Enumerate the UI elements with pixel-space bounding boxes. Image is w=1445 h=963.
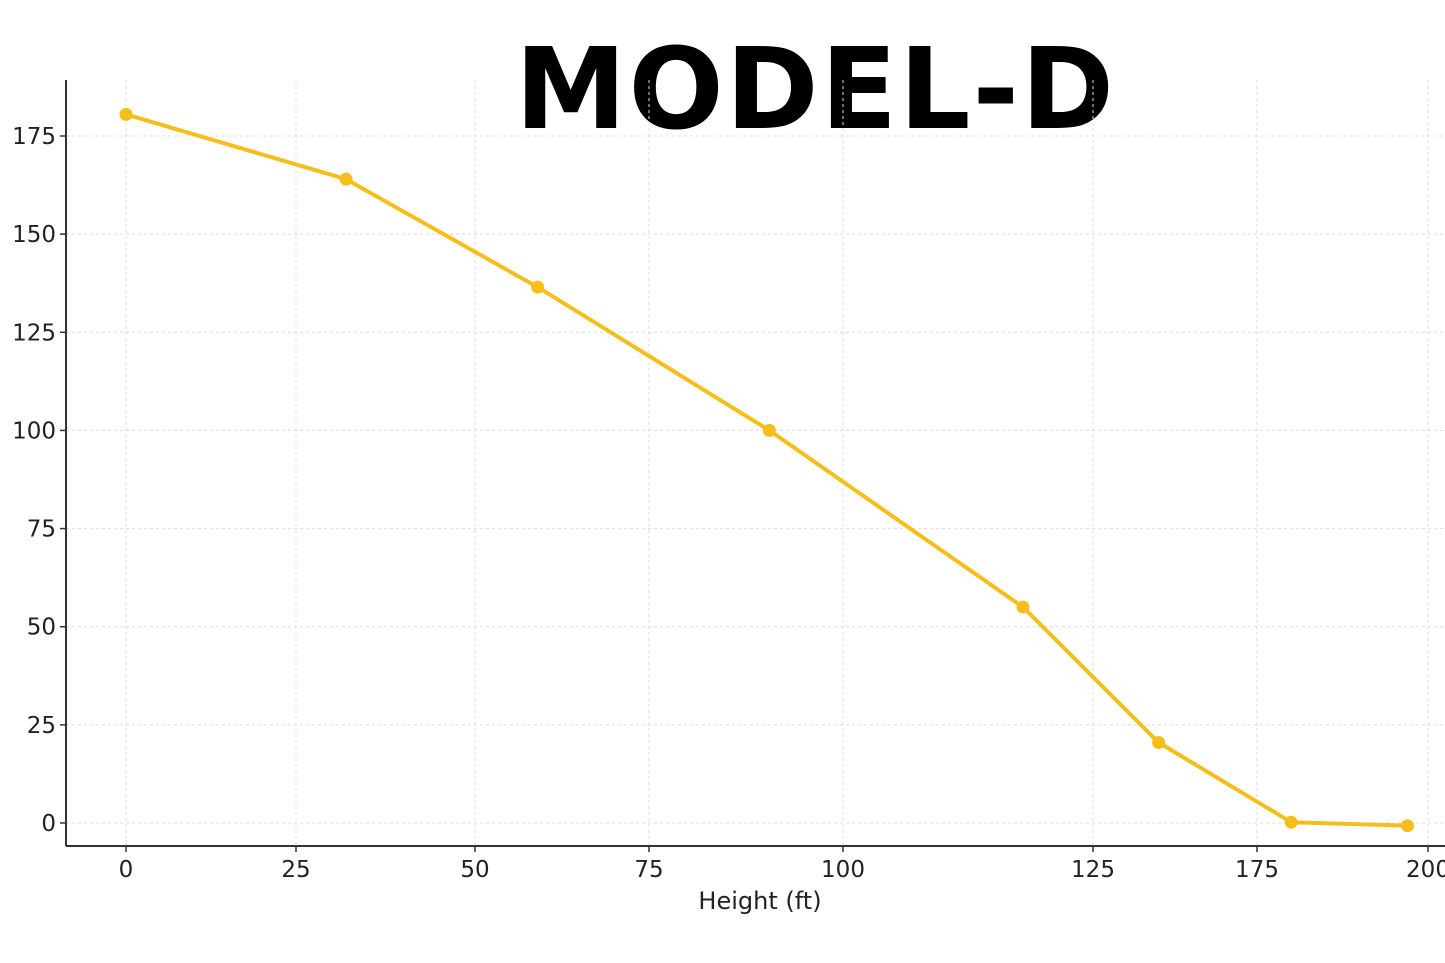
data-point <box>1016 600 1030 614</box>
data-point <box>1400 819 1414 833</box>
x-tick-label: 100 <box>821 857 865 883</box>
x-tick-label: 50 <box>460 857 489 883</box>
x-tick-label: 0 <box>119 857 134 883</box>
x-tick-label: 25 <box>281 857 310 883</box>
x-axis-label: Height (ft) <box>698 887 821 915</box>
data-point <box>531 280 545 294</box>
x-tick-label: 75 <box>634 857 663 883</box>
y-tick-label: 75 <box>27 517 56 543</box>
x-tick-label: 125 <box>1071 857 1115 883</box>
y-tick-label: 0 <box>41 811 56 837</box>
series-line <box>124 112 1410 828</box>
x-tick-label: 200 <box>1406 857 1445 883</box>
data-point <box>119 107 133 121</box>
data-point <box>762 423 776 437</box>
data-point <box>339 172 353 186</box>
y-tick-label: 50 <box>27 615 56 641</box>
y-tick-label: 100 <box>12 418 56 444</box>
data-point <box>1152 736 1166 750</box>
x-tick-labels: 0 25 50 75 100 125 175 200 <box>119 857 1445 883</box>
y-tick-label: 125 <box>12 320 56 346</box>
y-tick-label: 150 <box>12 222 56 248</box>
series-layer <box>119 107 1414 833</box>
y-tick-label: 25 <box>27 713 56 739</box>
y-tick-label: 175 <box>12 124 56 150</box>
x-tick-label: 175 <box>1235 857 1279 883</box>
axes <box>60 80 1445 852</box>
chart-title: MODEL-D <box>515 25 1116 155</box>
grid-lines <box>66 80 1445 846</box>
data-point <box>1284 815 1298 829</box>
y-tick-labels: 0 25 50 75 100 125 150 175 <box>12 124 56 837</box>
